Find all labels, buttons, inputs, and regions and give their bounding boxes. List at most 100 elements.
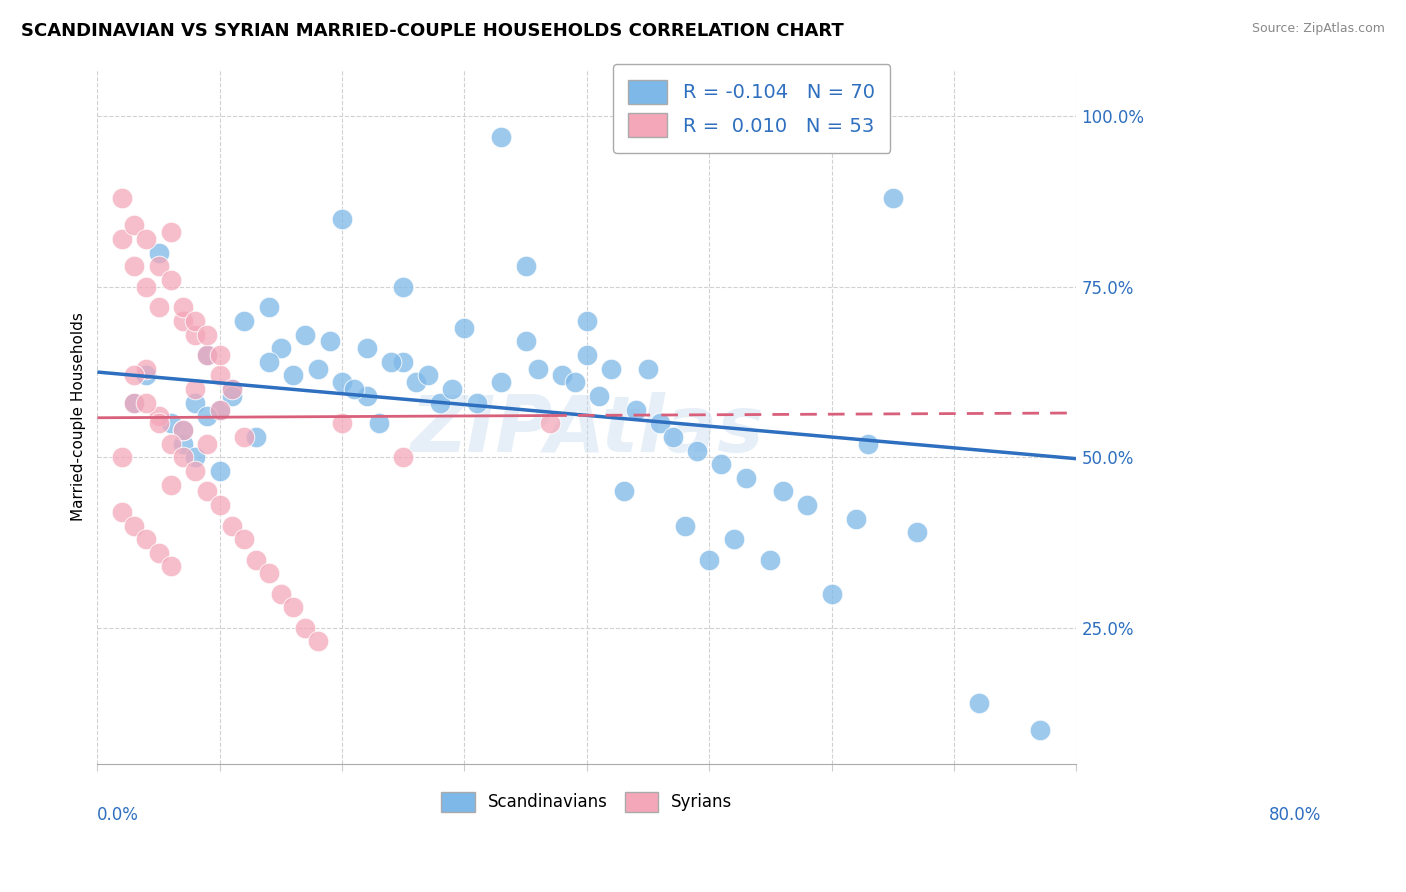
- Point: [330, 416, 353, 430]
- Point: [135, 532, 157, 546]
- Point: [489, 376, 512, 390]
- Point: [159, 559, 181, 574]
- Point: [319, 334, 342, 349]
- Point: [637, 361, 659, 376]
- Point: [343, 382, 366, 396]
- Point: [453, 320, 475, 334]
- Point: [405, 376, 427, 390]
- Text: 0.0%: 0.0%: [97, 806, 139, 824]
- Point: [294, 621, 316, 635]
- Point: [515, 260, 537, 274]
- Point: [796, 498, 818, 512]
- Point: [208, 498, 231, 512]
- Point: [221, 382, 243, 396]
- Point: [233, 532, 256, 546]
- Point: [356, 341, 378, 355]
- Point: [356, 389, 378, 403]
- Point: [135, 280, 157, 294]
- Point: [858, 436, 880, 450]
- Point: [197, 484, 219, 499]
- Point: [257, 300, 280, 314]
- Point: [148, 546, 170, 560]
- Point: [257, 566, 280, 581]
- Point: [723, 532, 745, 546]
- Point: [624, 402, 647, 417]
- Point: [270, 587, 292, 601]
- Point: [159, 436, 181, 450]
- Text: Source: ZipAtlas.com: Source: ZipAtlas.com: [1251, 22, 1385, 36]
- Point: [283, 600, 305, 615]
- Point: [172, 300, 194, 314]
- Point: [294, 327, 316, 342]
- Point: [905, 525, 928, 540]
- Point: [148, 245, 170, 260]
- Point: [159, 477, 181, 491]
- Point: [172, 436, 194, 450]
- Point: [159, 416, 181, 430]
- Point: [135, 368, 157, 383]
- Point: [148, 260, 170, 274]
- Point: [673, 518, 696, 533]
- Point: [820, 587, 842, 601]
- Point: [283, 368, 305, 383]
- Point: [122, 260, 145, 274]
- Text: 80.0%: 80.0%: [1268, 806, 1322, 824]
- Point: [122, 219, 145, 233]
- Point: [270, 341, 292, 355]
- Point: [330, 211, 353, 226]
- Point: [208, 464, 231, 478]
- Point: [122, 396, 145, 410]
- Point: [367, 416, 389, 430]
- Point: [600, 361, 623, 376]
- Point: [135, 361, 157, 376]
- Point: [307, 361, 329, 376]
- Point: [172, 423, 194, 437]
- Point: [172, 450, 194, 465]
- Text: SCANDINAVIAN VS SYRIAN MARRIED-COUPLE HOUSEHOLDS CORRELATION CHART: SCANDINAVIAN VS SYRIAN MARRIED-COUPLE HO…: [21, 22, 844, 40]
- Point: [564, 376, 586, 390]
- Point: [392, 355, 415, 369]
- Point: [489, 129, 512, 144]
- Point: [551, 368, 574, 383]
- Point: [245, 430, 267, 444]
- Point: [197, 348, 219, 362]
- Point: [208, 402, 231, 417]
- Point: [515, 334, 537, 349]
- Point: [416, 368, 439, 383]
- Point: [111, 191, 134, 205]
- Point: [172, 423, 194, 437]
- Point: [111, 505, 134, 519]
- Point: [148, 300, 170, 314]
- Point: [575, 348, 598, 362]
- Point: [111, 450, 134, 465]
- Point: [845, 512, 868, 526]
- Point: [159, 225, 181, 239]
- Point: [882, 191, 904, 205]
- Point: [613, 484, 636, 499]
- Point: [197, 327, 219, 342]
- Point: [538, 416, 561, 430]
- Point: [184, 382, 207, 396]
- Point: [111, 232, 134, 246]
- Point: [307, 634, 329, 648]
- Point: [441, 382, 464, 396]
- Point: [686, 443, 709, 458]
- Point: [172, 314, 194, 328]
- Point: [710, 457, 733, 471]
- Point: [392, 280, 415, 294]
- Legend: Scandinavians, Syrians: Scandinavians, Syrians: [434, 785, 740, 819]
- Point: [184, 314, 207, 328]
- Point: [650, 416, 672, 430]
- Y-axis label: Married-couple Households: Married-couple Households: [72, 312, 86, 521]
- Point: [197, 409, 219, 424]
- Point: [245, 552, 267, 566]
- Point: [967, 696, 990, 710]
- Point: [184, 450, 207, 465]
- Point: [429, 396, 451, 410]
- Point: [122, 518, 145, 533]
- Point: [233, 314, 256, 328]
- Point: [159, 273, 181, 287]
- Point: [184, 396, 207, 410]
- Point: [135, 232, 157, 246]
- Point: [208, 348, 231, 362]
